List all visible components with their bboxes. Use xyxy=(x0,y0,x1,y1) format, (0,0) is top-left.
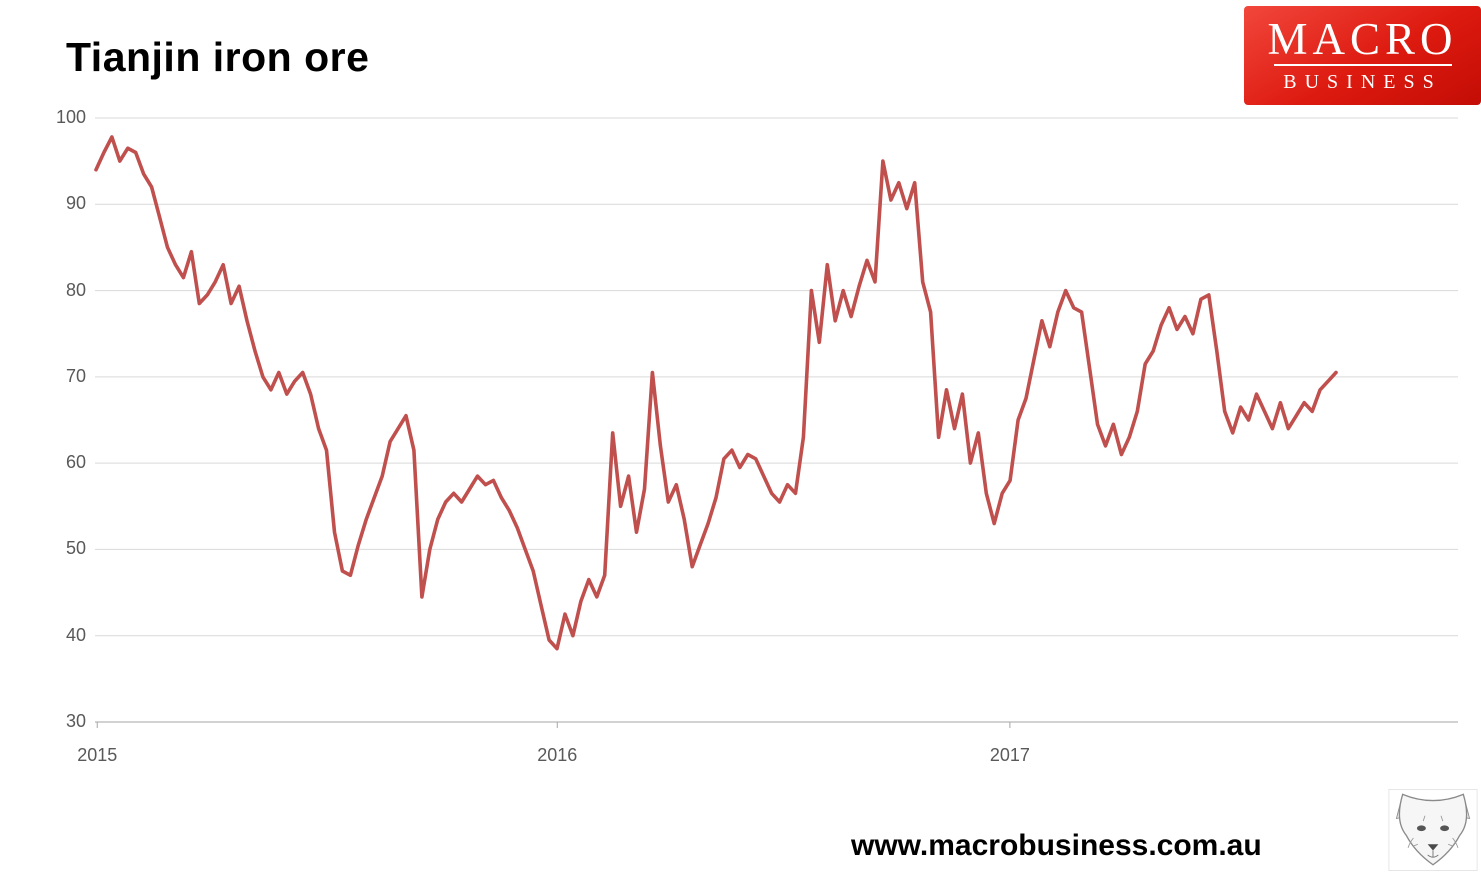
logo-divider xyxy=(1273,64,1452,66)
y-axis-label: 40 xyxy=(65,624,86,645)
y-axis-label: 90 xyxy=(65,193,86,214)
y-axis-label: 60 xyxy=(65,452,86,473)
x-axis-label: 2015 xyxy=(77,745,118,765)
price-line-series xyxy=(94,135,1338,651)
y-axis-label: 70 xyxy=(65,365,86,386)
logo-macro-text: MACRO xyxy=(1267,14,1458,64)
chart-title: Tianjin iron ore xyxy=(66,34,370,80)
macrobusiness-logo: MACRO BUSINESS xyxy=(1244,6,1481,105)
chart-plot-area xyxy=(94,117,1458,728)
fox-sketch xyxy=(1388,789,1478,871)
website-url: www.macrobusiness.com.au xyxy=(851,829,1262,862)
y-axis-label: 80 xyxy=(65,279,86,300)
x-axis-label: 2017 xyxy=(989,745,1030,765)
x-axis-label: 2016 xyxy=(537,745,578,765)
y-axis-label: 100 xyxy=(55,107,86,127)
y-axis-label: 50 xyxy=(65,538,86,559)
logo-business-text: BUSINESS xyxy=(1283,71,1442,93)
y-axis-label: 30 xyxy=(65,711,86,731)
